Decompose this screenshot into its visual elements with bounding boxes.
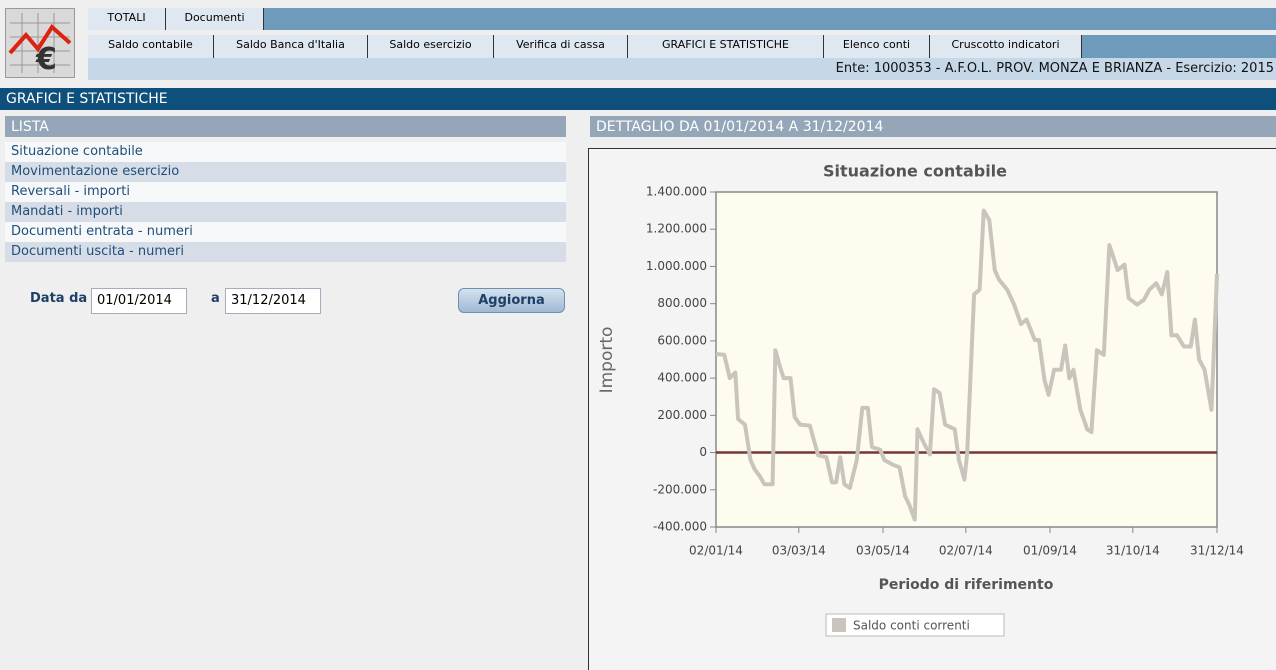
from-input[interactable]: 01/01/2014	[91, 288, 187, 314]
series-line	[715, 208, 1219, 522]
list-item[interactable]: Reversali - importi	[5, 182, 566, 202]
list: Situazione contabile Movimentazione eser…	[5, 142, 566, 262]
ente-info: Ente: 1000353 - A.F.O.L. PROV. MONZA E B…	[88, 58, 1276, 80]
y-tick-label: 600.000	[657, 333, 707, 347]
tab[interactable]: TOTALI	[88, 8, 166, 30]
y-tick-label: -200.000	[653, 482, 707, 496]
subtab[interactable]: Saldo Banca d'Italia	[214, 35, 368, 58]
subtab[interactable]: Verifica di cassa	[494, 35, 628, 58]
subtab-row: Saldo contabile Saldo Banca d'Italia Sal…	[88, 35, 1276, 58]
y-tick-label: 800.000	[657, 296, 707, 310]
tab[interactable]: Documenti	[166, 8, 264, 30]
legend-label: Saldo conti correnti	[853, 619, 970, 633]
list-title: LISTA	[5, 116, 566, 137]
list-item[interactable]: Documenti entrata - numeri	[5, 222, 566, 242]
from-label: Data da	[30, 291, 88, 306]
logo-icon: €	[8, 13, 72, 77]
x-tick-label: 01/09/14	[1023, 544, 1077, 558]
list-item[interactable]: Documenti uscita - numeri	[5, 242, 566, 262]
x-tick-label: 31/10/14	[1106, 544, 1160, 558]
list-item[interactable]: Movimentazione esercizio	[5, 162, 566, 182]
svg-text:€: €	[35, 42, 57, 77]
y-axis-label: Importo	[597, 327, 617, 394]
legend-box	[825, 613, 1005, 637]
x-tick-label: 03/03/14	[772, 544, 826, 558]
subtab[interactable]: GRAFICI E STATISTICHE	[628, 35, 824, 58]
y-tick-label: 1.000.000	[646, 259, 707, 273]
y-tick-label: 400.000	[657, 371, 707, 385]
list-item[interactable]: Situazione contabile	[5, 142, 566, 162]
subtab[interactable]: Cruscotto indicatori	[930, 35, 1082, 58]
y-tick-label: 1.200.000	[646, 222, 707, 236]
x-axis-label: Periodo di riferimento	[879, 577, 1054, 593]
y-tick-label: 1.400.000	[646, 185, 707, 199]
update-button[interactable]: Aggiorna	[458, 288, 565, 313]
subtab[interactable]: Elenco conti	[824, 35, 930, 58]
subtab[interactable]: Saldo contabile	[88, 35, 214, 58]
x-tick-label: 03/05/14	[856, 544, 910, 558]
x-tick-label: 31/12/14	[1190, 544, 1244, 558]
x-tick-label: 02/07/14	[939, 544, 993, 558]
legend-swatch	[832, 618, 846, 632]
y-tick-label: 0	[699, 445, 707, 459]
list-item[interactable]: Mandati - importi	[5, 202, 566, 222]
to-input[interactable]: 31/12/2014	[225, 288, 321, 314]
chart: Situazione contabile Importo Periodo di …	[588, 148, 1276, 670]
chart-title: Situazione contabile	[823, 162, 1007, 181]
to-label: a	[211, 291, 220, 306]
detail-title: DETTAGLIO DA 01/01/2014 A 31/12/2014	[590, 116, 1276, 137]
y-tick-label: 200.000	[657, 408, 707, 422]
x-tick-label: 02/01/14	[689, 544, 743, 558]
y-tick-label: -400.000	[653, 520, 707, 534]
subtab[interactable]: Saldo esercizio	[368, 35, 494, 58]
logo: €	[5, 8, 75, 78]
section-title: GRAFICI E STATISTICHE	[0, 88, 1276, 110]
tab-row: TOTALI Documenti	[88, 8, 1276, 30]
